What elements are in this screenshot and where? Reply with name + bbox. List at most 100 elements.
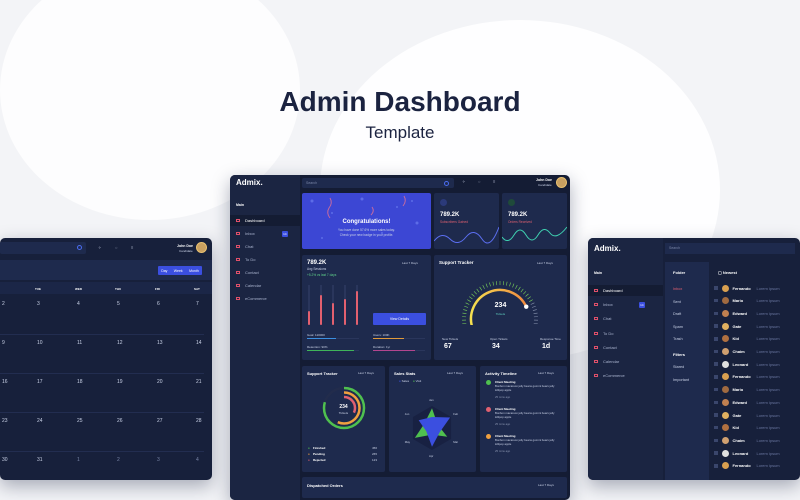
checkbox[interactable] <box>714 324 718 328</box>
sidebar-item-dashboard[interactable]: Dashboard <box>230 215 300 226</box>
checkbox[interactable] <box>714 413 718 417</box>
folder-draft[interactable]: Draft <box>673 312 682 316</box>
calendar-day[interactable]: 24 <box>37 418 43 424</box>
calendar-day[interactable]: 4 <box>196 457 199 463</box>
folder-inbox[interactable]: Inbox <box>673 287 683 291</box>
checkbox[interactable] <box>714 311 718 316</box>
mail-row[interactable]: Leonard Lorem ipsum <box>714 358 794 370</box>
sidebar-item-inbox[interactable]: Inbox 14 <box>588 299 663 310</box>
calendar-day[interactable]: 27 <box>157 418 163 424</box>
checkbox[interactable] <box>714 425 718 430</box>
menu-icon[interactable]: ≡ <box>493 179 496 184</box>
mail-row[interactable]: Edward Lorem ipsum <box>714 307 794 319</box>
sidebar-item-chat[interactable]: Chat <box>230 241 300 252</box>
mail-row[interactable]: Fernando Lorem ipsum <box>714 460 794 472</box>
sidebar-item-calendar[interactable]: Calendar <box>230 280 300 291</box>
checkbox[interactable] <box>714 286 718 290</box>
calendar-day[interactable]: 31 <box>37 457 43 463</box>
mail-row[interactable]: Gate Lorem ipsum <box>714 320 794 332</box>
calendar-day[interactable]: 14 <box>196 340 202 346</box>
mail-row[interactable]: Fernando Lorem ipsum <box>714 282 794 294</box>
mail-row[interactable]: Fernando Lorem ipsum <box>714 371 794 383</box>
calendar-day[interactable]: 12 <box>117 340 123 346</box>
search-input[interactable]: Search <box>302 178 454 188</box>
filter-dropdown[interactable]: Last 7 Days <box>538 483 554 487</box>
sidebar-item-contact[interactable]: Contact <box>588 342 663 353</box>
filter-stared[interactable]: Stared <box>673 365 685 369</box>
mail-row[interactable]: Mario Lorem ipsum <box>714 295 794 307</box>
sidebar-item-chat[interactable]: Chat <box>588 313 663 324</box>
sidebar-item-inbox[interactable]: Inbox 14 <box>230 228 300 239</box>
view-details-button[interactable]: View Details <box>373 313 426 325</box>
filter-dropdown[interactable]: Last 7 Days <box>447 371 463 375</box>
sidebar-item-dashboard[interactable]: Dashboard <box>588 285 663 296</box>
view-month[interactable]: Month <box>189 268 199 273</box>
sidebar-item-ecommerce[interactable]: eCommerce <box>230 293 300 304</box>
sidebar-item-calendar[interactable]: Calendar <box>588 356 663 367</box>
sidebar-item-to-do[interactable]: To Do <box>588 328 663 339</box>
search-input[interactable] <box>0 242 86 254</box>
checkbox[interactable] <box>714 464 718 468</box>
filter-dropdown[interactable]: Last 7 Days <box>358 371 374 375</box>
mail-row[interactable]: Leonard Lorem ipsum <box>714 447 794 459</box>
calendar-day[interactable]: 9 <box>2 340 5 346</box>
avatar[interactable] <box>196 242 207 253</box>
rocket-icon[interactable]: ✧ <box>98 245 102 250</box>
mail-row[interactable]: Chaim Lorem ipsum <box>714 434 794 446</box>
calendar-day[interactable]: 17 <box>37 379 43 385</box>
calendar-day[interactable]: 23 <box>2 418 8 424</box>
menu-icon[interactable]: ≡ <box>131 245 134 250</box>
mail-row[interactable]: Edward Lorem ipsum <box>714 396 794 408</box>
calendar-day[interactable]: 3 <box>157 457 160 463</box>
filter-dropdown[interactable]: Last 7 Days <box>538 371 554 375</box>
filter-dropdown[interactable]: Last 7 Days <box>402 261 418 265</box>
mail-row[interactable]: Kid Lorem ipsum <box>714 333 794 345</box>
mail-row[interactable]: Mario Lorem ipsum <box>714 384 794 396</box>
chat-icon[interactable]: ◌ <box>115 245 118 250</box>
brand-logo[interactable]: Admix. <box>594 244 621 253</box>
mail-row[interactable]: Gate Lorem ipsum <box>714 409 794 421</box>
avatar[interactable] <box>556 177 567 188</box>
calendar-day[interactable]: 20 <box>157 379 163 385</box>
brand-logo[interactable]: Admix. <box>236 178 263 187</box>
calendar-day[interactable]: 4 <box>77 301 80 307</box>
rocket-icon[interactable]: ✧ <box>462 179 466 184</box>
checkbox[interactable] <box>714 337 718 341</box>
calendar-day[interactable]: 11 <box>77 340 83 346</box>
checkbox[interactable] <box>714 349 718 354</box>
calendar-day[interactable]: 18 <box>77 379 83 385</box>
calendar-day[interactable]: 19 <box>117 379 123 385</box>
sidebar-item-ecommerce[interactable]: eCommerce <box>588 370 663 381</box>
calendar-day[interactable]: 13 <box>157 340 163 346</box>
search-input[interactable]: Search <box>665 243 795 254</box>
calendar-day[interactable]: 21 <box>196 379 202 385</box>
checkbox[interactable] <box>714 438 718 443</box>
checkbox[interactable] <box>714 375 718 379</box>
calendar-day[interactable]: 6 <box>157 301 160 307</box>
calendar-day[interactable]: 28 <box>196 418 202 424</box>
calendar-day[interactable]: 2 <box>117 457 120 463</box>
filter-dropdown[interactable]: Last 7 Days <box>537 261 553 265</box>
mail-row[interactable]: Chaim Lorem ipsum <box>714 346 794 358</box>
folder-spam[interactable]: Spam <box>673 324 683 329</box>
filter-important[interactable]: Important <box>673 377 690 382</box>
calendar-day[interactable]: 5 <box>117 301 120 307</box>
calendar-day[interactable]: 26 <box>117 418 123 424</box>
calendar-day[interactable]: 2 <box>2 301 5 307</box>
checkbox[interactable] <box>714 400 718 405</box>
calendar-day[interactable]: 1 <box>77 457 80 463</box>
calendar-day[interactable]: 7 <box>196 301 199 307</box>
mail-row[interactable]: Kid Lorem ipsum <box>714 422 794 434</box>
view-day[interactable]: Day <box>161 268 168 273</box>
calendar-day[interactable]: 10 <box>37 340 43 346</box>
calendar-day[interactable]: 3 <box>37 301 40 307</box>
sidebar-item-to-do[interactable]: To Do <box>230 254 300 265</box>
checkbox[interactable] <box>714 298 718 303</box>
checkbox[interactable] <box>714 387 718 392</box>
calendar-day[interactable]: 25 <box>77 418 83 424</box>
sidebar-item-contact[interactable]: Contact <box>230 267 300 278</box>
checkbox[interactable] <box>714 362 718 366</box>
folder-trash[interactable]: Trash <box>673 337 683 341</box>
folder-sent[interactable]: Sent <box>673 299 681 304</box>
checkbox[interactable] <box>714 451 718 455</box>
